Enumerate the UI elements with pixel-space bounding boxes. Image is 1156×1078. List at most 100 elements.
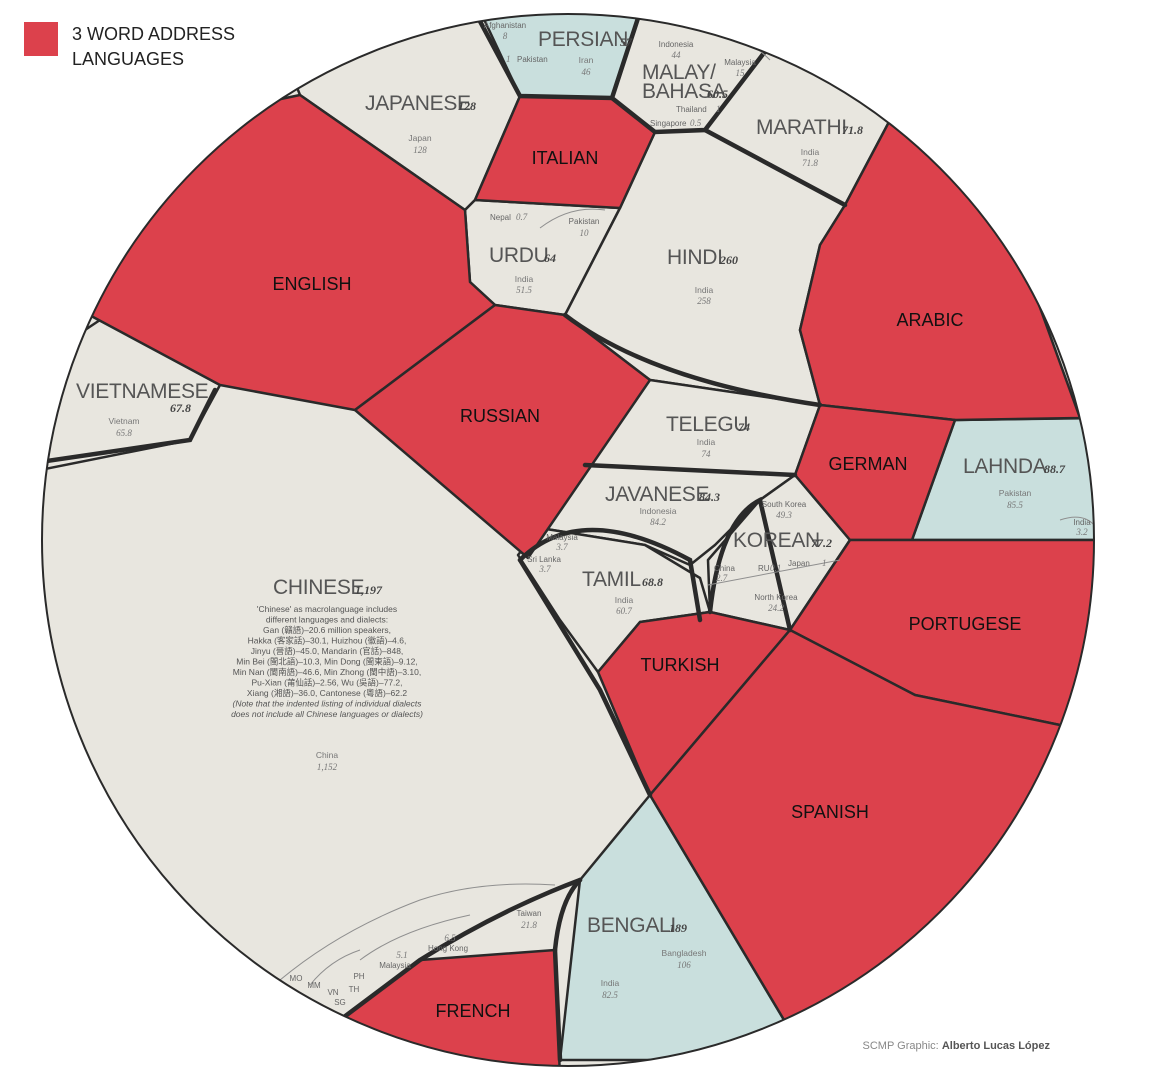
chinese-note-line: different languages and dialects: [266,615,388,625]
japanese-country: Japan [408,133,431,143]
chinese-note-line: 'Chinese' as macrolanguage includes [257,604,397,614]
hindi-name: HINDI [667,246,723,269]
chinese-region-vn: VN [327,988,338,997]
chinese-country-china-value: 1,152 [317,762,338,772]
lahnda-country-pakistan-value: 85.5 [1007,500,1023,510]
korean-subdivision-line [707,559,841,586]
korean-country-japan: Japan [788,559,810,568]
vietnamese-name: VIETNAMESE [76,380,209,403]
lahnda-subdivision-arc [1059,516,1094,536]
lahnda-country-india: India [1073,518,1091,527]
chinese-country-hongkong-value: 6.5 [444,933,456,943]
persian-country-pakistan-value: 1 [506,54,511,64]
chinese-french-boundary [337,877,583,1023]
chinese-name: CHINESE [273,576,365,599]
telegu-country-value: 74 [702,449,712,459]
malay-country-singapore-value: 0.5 [690,118,702,128]
hindi-boundary [562,312,823,408]
legend-label-line2: LANGUAGES [72,49,185,69]
chinese-note-line: Min Bei (閩北語)–10.3, Min Dong (閩東語)–9.12, [236,657,417,667]
telegu-name: TELEGU [666,413,748,436]
chinese-region-mm: MM [307,981,321,990]
chinese-note-line: Hakka (客家話)–30.1, Huizhou (徽語)–4.6, [248,636,407,646]
korean-country-north: North Korea [754,593,798,602]
marathi-total: 71.8 [842,123,863,137]
russian-region [353,303,652,560]
legend-swatch [24,22,58,56]
spanish-label: SPANISH [791,802,869,822]
chinese-note-line: Xiang (湘語)–36.0, Cantonese (粵語)–62.2 [247,688,407,698]
chinese-turkish-boundary [517,557,653,798]
chinese-note-line: Min Nan (閩南語)–46.6, Min Zhong (閩中語)–3.10… [233,667,421,677]
legend-label-line1: 3 WORD ADDRESS [72,24,236,44]
korean-country-china-value: 2.7 [716,573,728,583]
malay-country-thailand-value: 1 [716,104,721,114]
lahnda-total: 88.7 [1044,462,1066,476]
javanese-name: JAVANESE [605,483,709,506]
tamil-total: 68.8 [642,575,663,589]
chinese-country-taiwan-value: 21.8 [521,920,537,930]
chinese-country-china: China [316,750,338,760]
tamil-boundary [517,527,703,623]
chinese-note-line: Gan (贛語)–20.6 million speakers, [263,625,391,635]
vietnamese-country: Vietnam [108,416,139,426]
javanese-country-value: 84.2 [650,517,666,527]
javanese-total: 84.3 [699,490,720,504]
malay-country-singapore: Singapore [650,119,687,128]
hindi-total: 260 [719,253,738,267]
marathi-name: MARATHI [756,116,847,139]
credit: SCMP Graphic: Alberto Lucas López [863,1040,1050,1052]
urdu-country-india-value: 51.5 [516,285,532,295]
marathi-boundary [702,127,848,208]
telegu-total: 74 [738,420,750,434]
lahnda-country-india-value: 3.2 [1075,527,1088,537]
chinese-region-ph: PH [353,972,364,981]
japanese-total: 128 [458,99,476,113]
chinese-country-taiwan: Taiwan [517,909,542,918]
vietnamese-country-value: 65.8 [116,428,132,438]
chinese-subdivision-arc [279,883,556,981]
persian-country-afghanistan: Afghanistan [484,21,526,30]
marathi-country: India [801,147,820,157]
vietnamese-total: 67.8 [170,401,191,415]
chinese-note-line: Jinyu (晉語)–45.0, Mandarin (官話)–848, [251,646,404,656]
korean-boundary [707,496,793,633]
chinese-region-mo: MO [290,974,303,983]
chinese-country-malaysia: Malaysia [379,961,411,970]
legend-label: 3 WORD ADDRESS LANGUAGES [72,22,235,72]
chinese-region-sg: SG [334,998,346,1007]
malay-country-indonesia-value: 44 [672,50,682,60]
persian-country-afghanistan-value: 8 [503,31,508,41]
urdu-name: URDU [489,244,548,267]
korean-country-japan-value: 1 [822,558,827,568]
urdu-country-pakistan-value: 10 [580,228,590,238]
credit-author: Alberto Lucas López [941,1040,1050,1052]
tamil-country-srilanka-value: 3.7 [538,564,551,574]
telegu-boundary [582,462,798,478]
chinese-subdivision-arc-2 [359,914,471,961]
tamil-country-malaysia: Malaysia [546,533,578,542]
malay-country-malaysia-value: 15 [736,68,746,78]
chinese-country-hongkong: Hong Kong [428,944,468,953]
bengali-total: 189 [669,921,687,935]
tamil-country-india-value: 60.7 [616,606,632,616]
persian-country-iran-value: 46 [582,67,592,77]
tamil-country-malaysia-value: 3.7 [555,542,568,552]
outer-circle [41,13,1095,1067]
turkish-label: TURKISH [640,655,719,675]
french-label: FRENCH [436,1001,511,1021]
japanese-name: JAPANESE [365,92,471,115]
chinese-note-line: Pu-Xian (莆仙話)–2.56, Wu (吳語)–77.2, [251,678,402,688]
arabic-label: ARABIC [896,310,963,330]
tamil-country-india: India [615,595,634,605]
vietnamese-boundary [42,387,218,465]
persian-country-iran: Iran [579,55,594,65]
chinese-note-line: does not include all Chinese languages o… [231,709,423,719]
urdu-country-nepal-value: 0.7 [516,212,528,222]
bengali-country-india-value: 82.5 [602,990,618,1000]
chinese-region-th: TH [349,985,360,994]
malay-country-malaysia: Malaysia [724,58,756,67]
portugese-label: PORTUGESE [909,614,1022,634]
javanese-country: Indonesia [640,506,677,516]
